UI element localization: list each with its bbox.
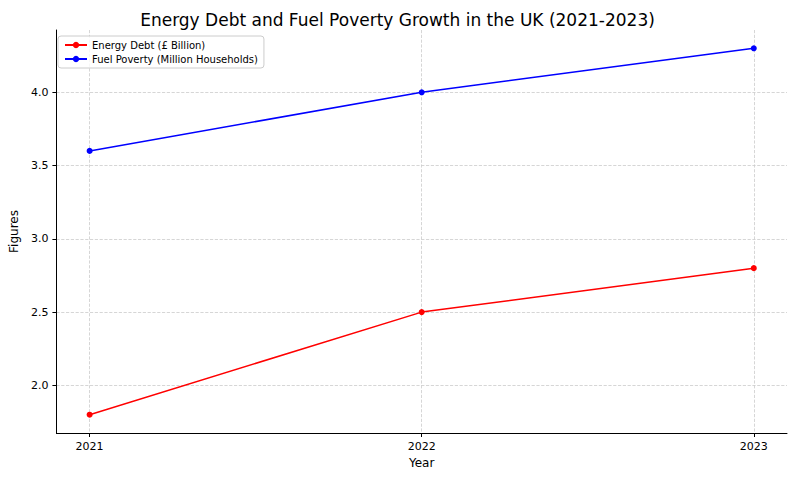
- svg-text:2023: 2023: [740, 440, 768, 453]
- svg-text:Energy Debt (£ Billion): Energy Debt (£ Billion): [92, 40, 205, 51]
- svg-text:Fuel Poverty (Million Househol: Fuel Poverty (Million Households): [92, 54, 258, 65]
- svg-text:3.0: 3.0: [31, 232, 49, 245]
- svg-text:Energy Debt and Fuel Poverty G: Energy Debt and Fuel Poverty Growth in t…: [140, 10, 655, 30]
- svg-text:2022: 2022: [408, 440, 436, 453]
- svg-text:3.5: 3.5: [31, 159, 49, 172]
- svg-text:Year: Year: [408, 456, 434, 470]
- svg-text:2.5: 2.5: [31, 306, 49, 319]
- svg-text:4.0: 4.0: [31, 86, 49, 99]
- svg-text:2021: 2021: [76, 440, 104, 453]
- svg-text:2.0: 2.0: [31, 379, 49, 392]
- svg-text:Figures: Figures: [7, 210, 21, 253]
